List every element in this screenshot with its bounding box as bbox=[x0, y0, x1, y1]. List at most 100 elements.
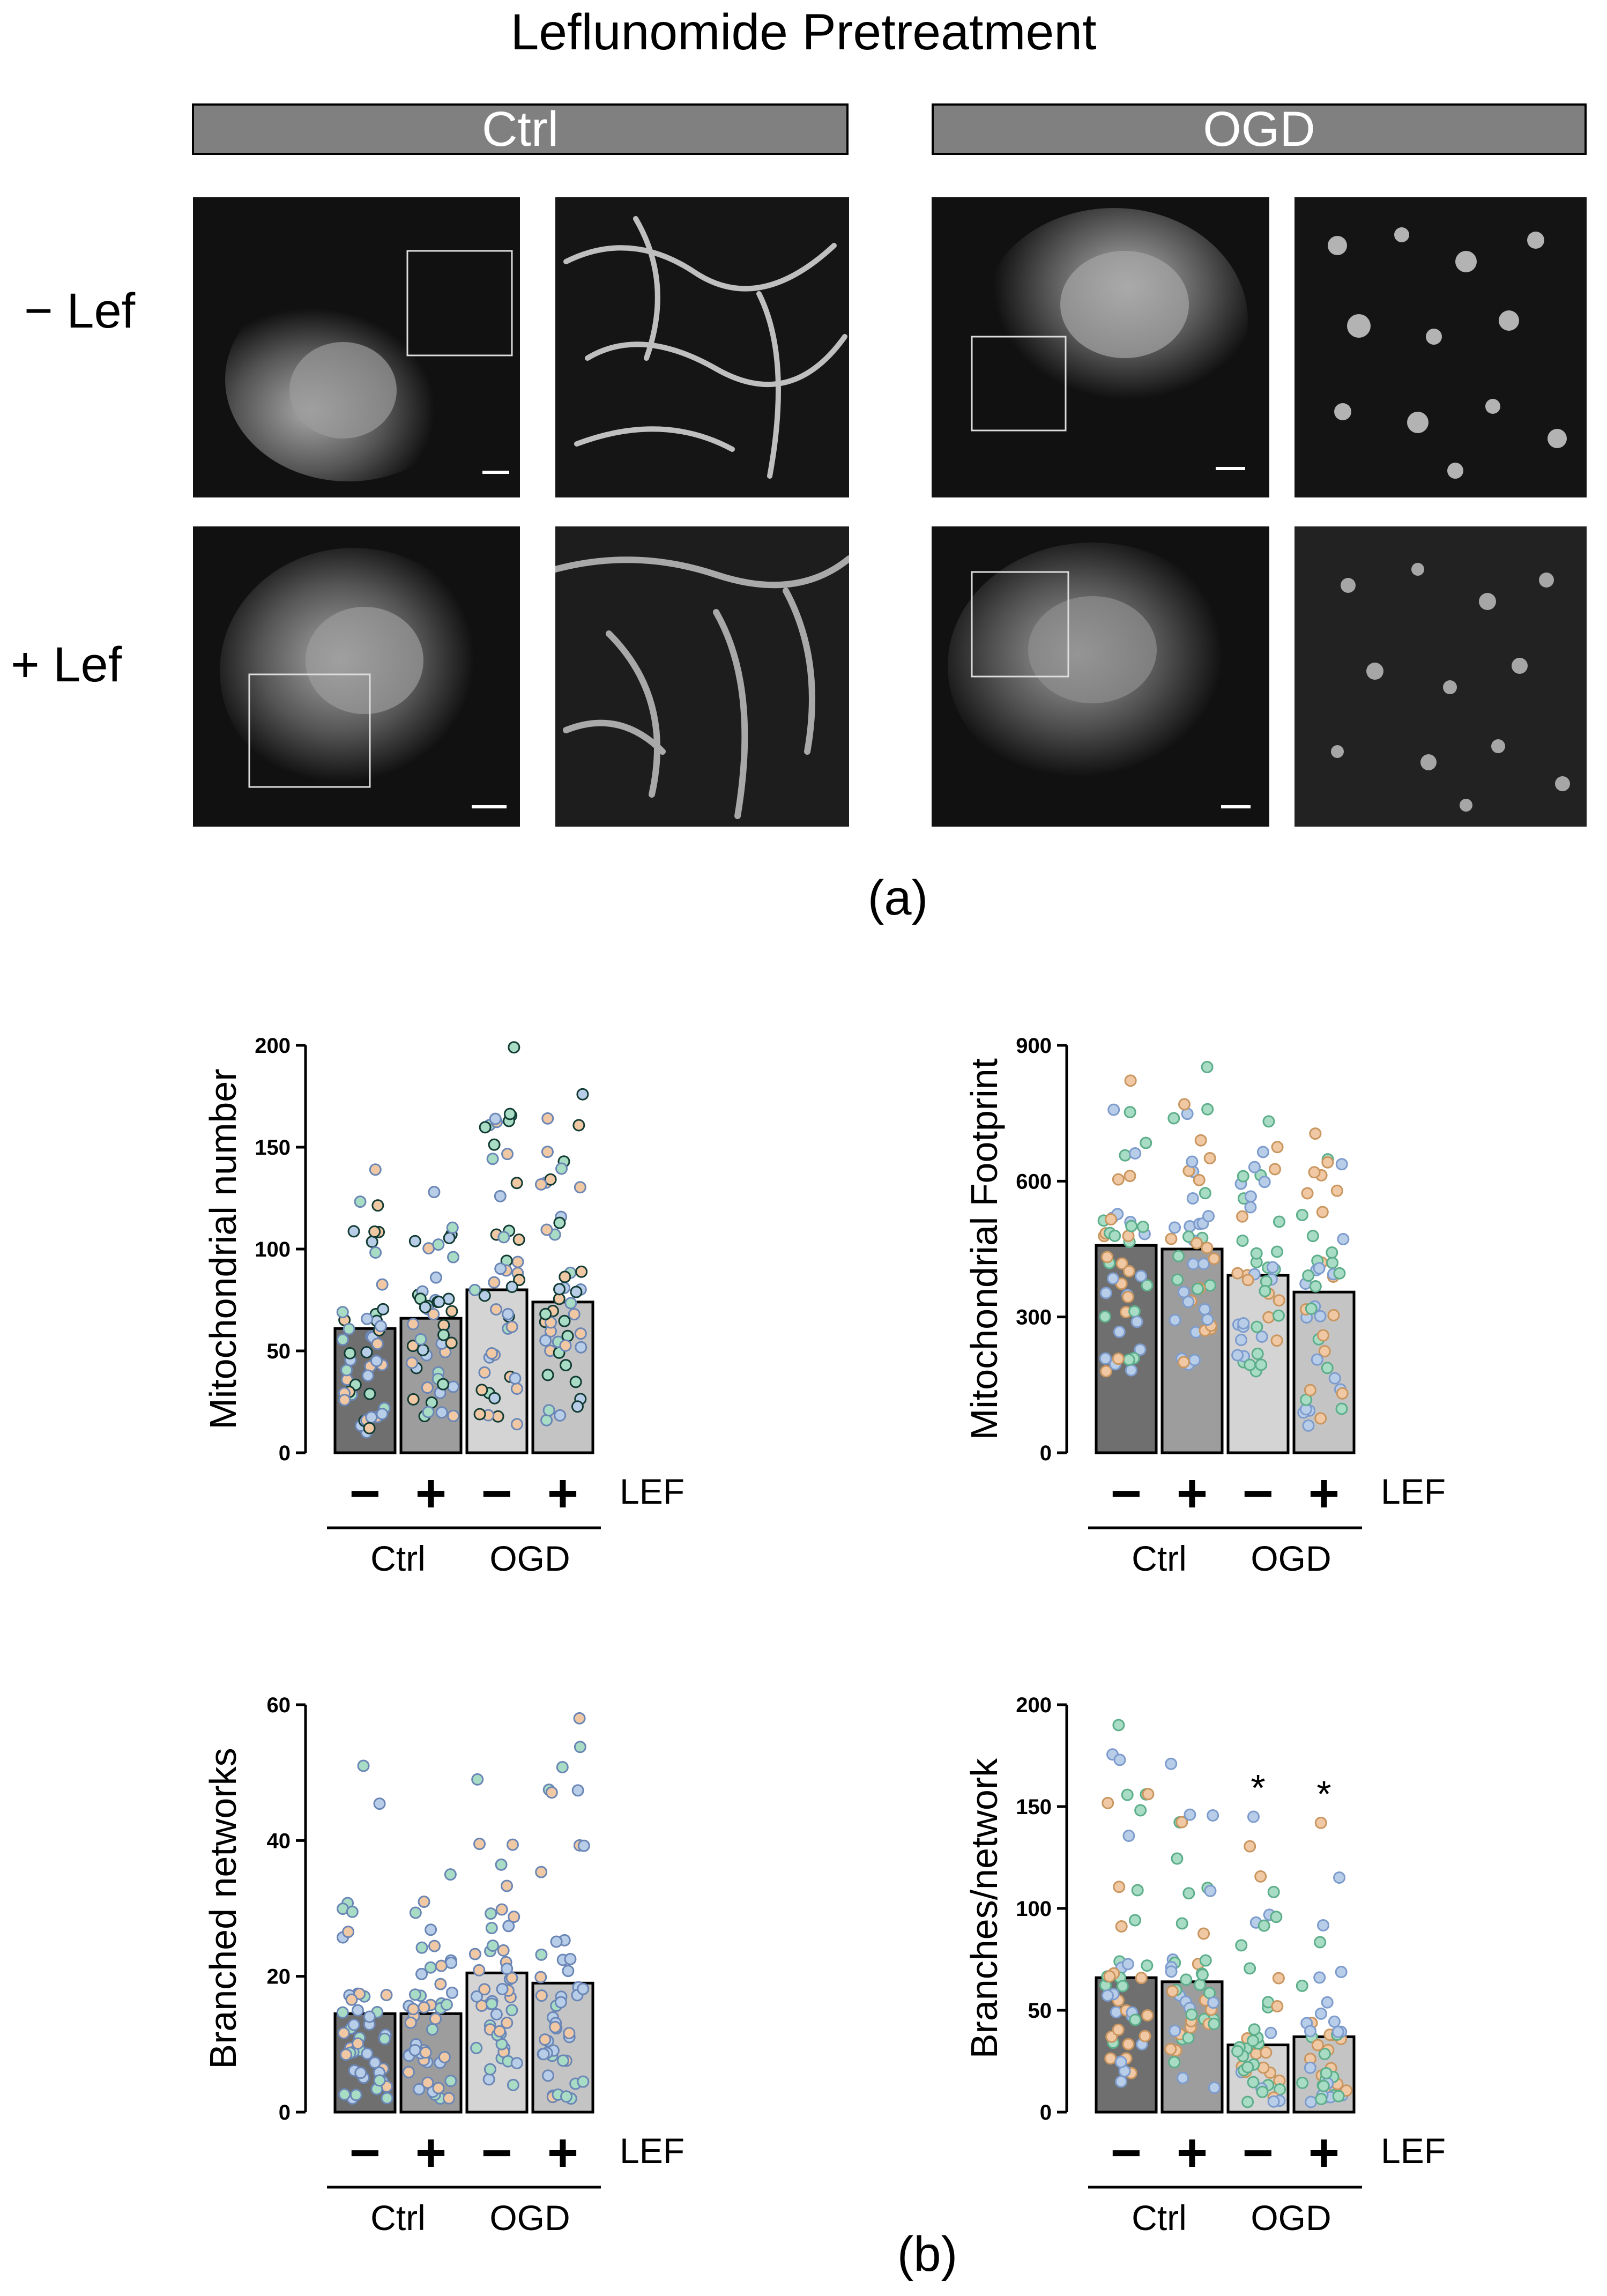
data-point bbox=[501, 1963, 514, 1975]
data-point bbox=[558, 1314, 571, 1327]
data-point bbox=[1168, 2056, 1181, 2069]
data-point bbox=[485, 1347, 498, 1359]
data-point bbox=[340, 1364, 353, 1377]
treatment-sign: + bbox=[415, 2123, 447, 2183]
data-point bbox=[1176, 1917, 1188, 1930]
data-point bbox=[1317, 1919, 1330, 1931]
data-point bbox=[1314, 1310, 1327, 1322]
data-point bbox=[1191, 1282, 1204, 1295]
treatment-label: LEF bbox=[1381, 1472, 1446, 1511]
data-point bbox=[404, 2016, 417, 2029]
data-point bbox=[406, 1340, 419, 1353]
data-point bbox=[1208, 2081, 1221, 2094]
data-point bbox=[1321, 1156, 1334, 1169]
data-point bbox=[337, 2027, 350, 2040]
data-point bbox=[376, 1278, 389, 1291]
data-point bbox=[409, 1906, 422, 1919]
data-point bbox=[488, 1392, 501, 1405]
bar bbox=[1160, 1247, 1224, 1454]
data-point bbox=[574, 1741, 586, 1753]
data-point bbox=[346, 1905, 359, 1918]
treatment-label: LEF bbox=[1381, 2131, 1446, 2171]
data-point bbox=[415, 1941, 428, 1954]
data-point bbox=[1169, 1314, 1181, 1327]
data-point bbox=[497, 1944, 510, 1957]
data-point bbox=[1246, 2034, 1259, 2047]
data-point bbox=[1207, 1996, 1220, 2009]
data-point bbox=[1135, 1270, 1148, 1283]
data-point bbox=[1171, 1273, 1184, 1286]
data-point bbox=[495, 1903, 508, 1916]
y-axis-label: Mitochondrial Footprint bbox=[963, 1058, 1005, 1440]
chart-mito-number: Mitochondrial number 0 50 100 150 200− + − + LEF C… bbox=[0, 1008, 750, 1578]
data-point bbox=[1268, 1163, 1281, 1176]
data-point bbox=[470, 2041, 483, 2054]
data-point bbox=[1102, 1796, 1114, 1809]
data-point bbox=[1327, 1309, 1340, 1321]
data-point bbox=[1177, 2071, 1189, 2084]
data-point bbox=[510, 2057, 523, 2070]
data-point bbox=[1204, 1279, 1217, 1292]
y-tick-label: 0 bbox=[279, 1441, 291, 1465]
data-point bbox=[1113, 1753, 1126, 1766]
data-point bbox=[564, 1953, 577, 1966]
data-point bbox=[1251, 1320, 1263, 1333]
data-point bbox=[1332, 2090, 1345, 2102]
data-point bbox=[422, 1406, 435, 1418]
data-point bbox=[444, 1868, 457, 1881]
data-point bbox=[1105, 1213, 1118, 1226]
data-point bbox=[1335, 1158, 1348, 1171]
data-point bbox=[564, 1297, 577, 1310]
group-label: OGD bbox=[1251, 1539, 1331, 1578]
data-point bbox=[1321, 1362, 1334, 1374]
y-tick-label: 200 bbox=[1016, 1693, 1052, 1717]
data-point bbox=[475, 1384, 488, 1396]
data-point bbox=[1125, 1220, 1138, 1232]
data-point bbox=[1187, 1258, 1200, 1270]
treatment-sign: + bbox=[1177, 2123, 1208, 2183]
data-point bbox=[374, 1320, 387, 1333]
data-point bbox=[478, 1366, 491, 1379]
data-point bbox=[1129, 2013, 1142, 2026]
data-point bbox=[1188, 1354, 1201, 1366]
data-point bbox=[1122, 1354, 1135, 1366]
data-point bbox=[1236, 1234, 1249, 1247]
data-point bbox=[338, 2088, 351, 2101]
data-point bbox=[369, 1246, 382, 1259]
data-point bbox=[1140, 1136, 1152, 1149]
data-point bbox=[1296, 1979, 1308, 1992]
data-point bbox=[1248, 2023, 1261, 2036]
data-point bbox=[575, 1265, 588, 1278]
data-point bbox=[545, 1786, 558, 1799]
chart-branches-per-network: Branches/network 0 50 100 150 200− + * − * + LEF Ctr… bbox=[761, 1667, 1512, 2238]
treatment-sign: − bbox=[349, 1463, 381, 1524]
data-point bbox=[560, 2090, 573, 2103]
data-point bbox=[446, 1221, 459, 1234]
data-point bbox=[1326, 1257, 1339, 1269]
data-point bbox=[1100, 1365, 1113, 1378]
data-point bbox=[490, 2008, 503, 2021]
data-point bbox=[1335, 1965, 1348, 1978]
data-point bbox=[336, 2006, 349, 2019]
data-point bbox=[512, 1233, 525, 1246]
y-tick-label: 0 bbox=[1040, 2101, 1052, 2124]
data-point bbox=[445, 1305, 458, 1318]
data-point bbox=[501, 1879, 514, 1892]
figure-title: Leflunomide Pretreatment bbox=[510, 4, 1097, 61]
data-point bbox=[429, 2012, 442, 2025]
data-point bbox=[577, 1839, 590, 1852]
data-point bbox=[1231, 2045, 1244, 2058]
data-point bbox=[419, 2046, 432, 2059]
data-point bbox=[493, 2025, 506, 2038]
data-point bbox=[360, 1346, 373, 1359]
data-point bbox=[1165, 1757, 1178, 1770]
data-point bbox=[354, 1195, 367, 1208]
data-point bbox=[1124, 1074, 1137, 1087]
data-point bbox=[510, 1177, 523, 1190]
data-point bbox=[1337, 1233, 1350, 1246]
data-point bbox=[1234, 1334, 1247, 1347]
treatment-sign: + bbox=[1177, 1463, 1208, 1524]
data-point bbox=[554, 1409, 567, 1422]
data-point bbox=[502, 1920, 515, 1933]
data-point bbox=[1267, 1885, 1280, 1898]
